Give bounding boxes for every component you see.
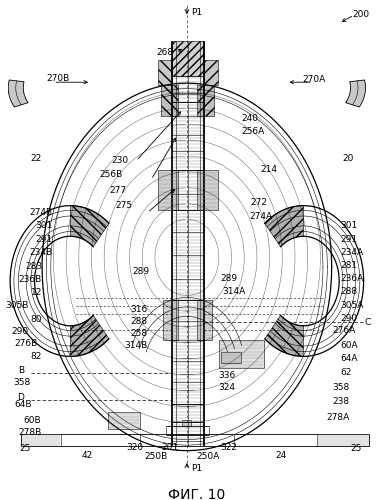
Polygon shape xyxy=(8,80,28,107)
Text: 274B: 274B xyxy=(30,208,53,217)
Text: 214: 214 xyxy=(260,165,277,174)
Text: 80: 80 xyxy=(30,314,42,324)
Text: 201: 201 xyxy=(161,443,178,452)
Polygon shape xyxy=(346,80,365,107)
Text: 64B: 64B xyxy=(14,400,32,409)
Text: 42: 42 xyxy=(82,452,93,460)
Text: 270B: 270B xyxy=(46,74,69,83)
Text: 276A: 276A xyxy=(332,326,356,335)
Polygon shape xyxy=(70,206,109,246)
Text: 301: 301 xyxy=(340,222,357,230)
Text: 277: 277 xyxy=(110,186,127,194)
Text: 270A: 270A xyxy=(303,76,326,84)
Text: 291: 291 xyxy=(340,234,357,244)
Bar xyxy=(197,86,214,116)
Text: 82: 82 xyxy=(31,352,42,362)
Text: 314B: 314B xyxy=(124,341,147,350)
Text: 288: 288 xyxy=(340,288,357,296)
Text: 289: 289 xyxy=(132,267,149,276)
Text: 289: 289 xyxy=(221,274,238,283)
Text: 60B: 60B xyxy=(24,416,41,424)
Text: 250A: 250A xyxy=(196,452,219,462)
Text: P1: P1 xyxy=(191,8,203,17)
Text: 336: 336 xyxy=(218,371,235,380)
Text: 358: 358 xyxy=(13,378,31,387)
Text: C: C xyxy=(365,318,371,326)
Text: ФИГ. 10: ФИГ. 10 xyxy=(167,488,225,500)
Text: 290: 290 xyxy=(340,314,357,322)
Text: 234B: 234B xyxy=(30,248,53,257)
Bar xyxy=(197,170,218,210)
Text: 305B: 305B xyxy=(5,302,28,310)
Text: 24: 24 xyxy=(275,452,286,460)
Text: 305A: 305A xyxy=(340,302,363,310)
Bar xyxy=(197,300,212,340)
Bar xyxy=(221,352,241,364)
Bar xyxy=(108,412,140,430)
Bar xyxy=(219,340,264,368)
Text: 291: 291 xyxy=(35,234,53,244)
Text: 60A: 60A xyxy=(340,341,358,350)
Text: 275: 275 xyxy=(115,201,132,210)
Bar xyxy=(204,60,218,86)
Polygon shape xyxy=(265,206,303,246)
Text: 236A: 236A xyxy=(340,274,363,283)
Text: 358: 358 xyxy=(332,382,350,392)
Bar xyxy=(182,420,191,426)
Text: 236B: 236B xyxy=(19,275,42,284)
Text: 258: 258 xyxy=(130,329,147,338)
Text: 288: 288 xyxy=(130,316,147,326)
Text: 278B: 278B xyxy=(18,428,41,437)
Text: 234A: 234A xyxy=(340,248,363,257)
Text: 25: 25 xyxy=(350,444,362,453)
Text: 240: 240 xyxy=(241,114,258,123)
Text: 200: 200 xyxy=(352,10,370,20)
Polygon shape xyxy=(70,316,109,356)
Text: 276B: 276B xyxy=(14,339,38,348)
Text: 320: 320 xyxy=(127,443,144,452)
Polygon shape xyxy=(172,40,204,76)
Bar xyxy=(161,86,178,116)
Text: 230: 230 xyxy=(112,156,129,166)
Text: 268: 268 xyxy=(157,48,174,57)
Text: 322: 322 xyxy=(221,443,238,452)
Text: 12: 12 xyxy=(31,288,42,298)
Text: 281: 281 xyxy=(340,261,357,270)
Text: 25: 25 xyxy=(20,444,31,453)
Text: 256A: 256A xyxy=(241,127,264,136)
Text: 20: 20 xyxy=(343,154,354,163)
Text: 22: 22 xyxy=(31,154,42,163)
Text: 314A: 314A xyxy=(223,288,246,296)
Text: 283: 283 xyxy=(25,262,42,272)
Text: 301: 301 xyxy=(35,222,53,230)
Text: 324: 324 xyxy=(218,384,235,392)
Text: 290: 290 xyxy=(11,327,28,336)
Bar xyxy=(163,300,178,340)
Text: P1: P1 xyxy=(191,464,203,473)
Text: 250B: 250B xyxy=(144,452,167,462)
Text: 274A: 274A xyxy=(249,212,272,221)
Text: D: D xyxy=(17,394,24,402)
Text: 272: 272 xyxy=(251,198,268,207)
Text: 64A: 64A xyxy=(340,354,357,364)
Text: 256B: 256B xyxy=(100,170,123,178)
Text: 278A: 278A xyxy=(326,412,349,422)
Text: 62: 62 xyxy=(340,368,351,378)
Bar xyxy=(158,170,178,210)
Text: B: B xyxy=(18,366,24,375)
Bar xyxy=(157,60,172,86)
Polygon shape xyxy=(265,316,303,356)
Text: 238: 238 xyxy=(332,396,350,406)
Text: 316: 316 xyxy=(130,305,147,314)
